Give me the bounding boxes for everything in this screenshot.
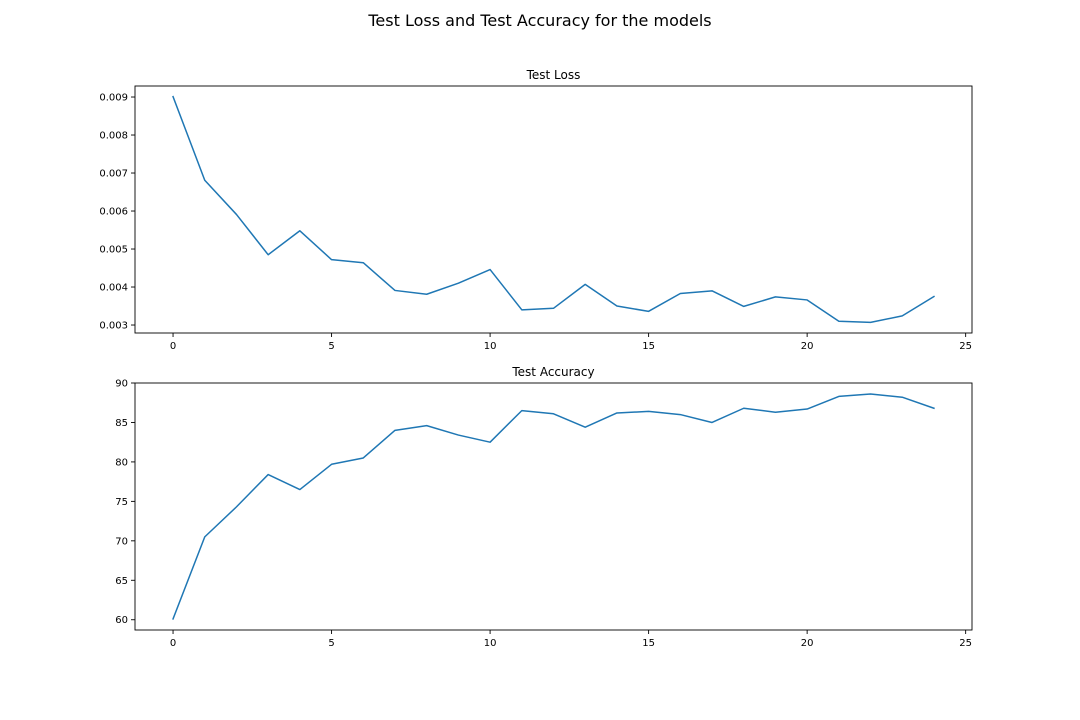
figure-title: Test Loss and Test Accuracy for the mode… — [367, 11, 711, 30]
test-loss-xtick-label: 25 — [959, 341, 972, 352]
test-accuracy-xtick-label: 15 — [642, 638, 655, 649]
test-accuracy-ytick-label: 60 — [115, 615, 128, 626]
test-loss-axes-frame — [134, 85, 973, 334]
test-loss-xtick-label: 0 — [170, 341, 176, 352]
test-accuracy-xtick-label: 10 — [484, 638, 497, 649]
test-accuracy-axes: Test Accuracy 0 5 10 15 20 25 60 65 70 75 80 85 90 — [115, 365, 973, 649]
test-accuracy-ytick-label: 85 — [115, 418, 128, 429]
test-loss-ytick-label: 0.004 — [99, 283, 128, 294]
test-loss-xtick-label: 5 — [328, 341, 334, 352]
test-loss-ytick-label: 0.005 — [99, 245, 128, 256]
test-accuracy-xtick-label: 25 — [959, 638, 972, 649]
test-loss-ytick-label: 0.006 — [99, 207, 128, 218]
test-loss-axes: Test Loss 0 5 10 15 20 25 0.003 0.004 0.005 0.006 0… — [99, 68, 973, 352]
test-accuracy-ytick-label: 90 — [115, 379, 128, 390]
test-accuracy-xtick-label: 0 — [170, 638, 176, 649]
test-accuracy-ytick-label: 70 — [115, 536, 128, 547]
test-accuracy-axes-frame — [134, 382, 973, 631]
test-loss-xtick-label: 20 — [801, 341, 814, 352]
test-accuracy-series-line — [172, 393, 935, 620]
test-loss-ytick-label: 0.007 — [99, 169, 128, 180]
test-accuracy-xtick-label: 20 — [801, 638, 814, 649]
test-accuracy-xtick-label: 5 — [328, 638, 334, 649]
test-accuracy-title: Test Accuracy — [511, 365, 594, 379]
test-loss-ytick-label: 0.008 — [99, 131, 128, 142]
test-accuracy-ytick-label: 80 — [115, 457, 128, 468]
test-loss-xtick-label: 10 — [484, 341, 497, 352]
test-loss-title: Test Loss — [526, 68, 581, 82]
test-loss-xtick-label: 15 — [642, 341, 655, 352]
test-loss-series-line — [172, 95, 935, 324]
test-accuracy-ytick-label: 65 — [115, 576, 128, 587]
test-accuracy-ytick-label: 75 — [115, 497, 128, 508]
test-loss-ytick-label: 0.003 — [99, 321, 128, 332]
test-loss-ytick-label: 0.009 — [99, 93, 128, 104]
